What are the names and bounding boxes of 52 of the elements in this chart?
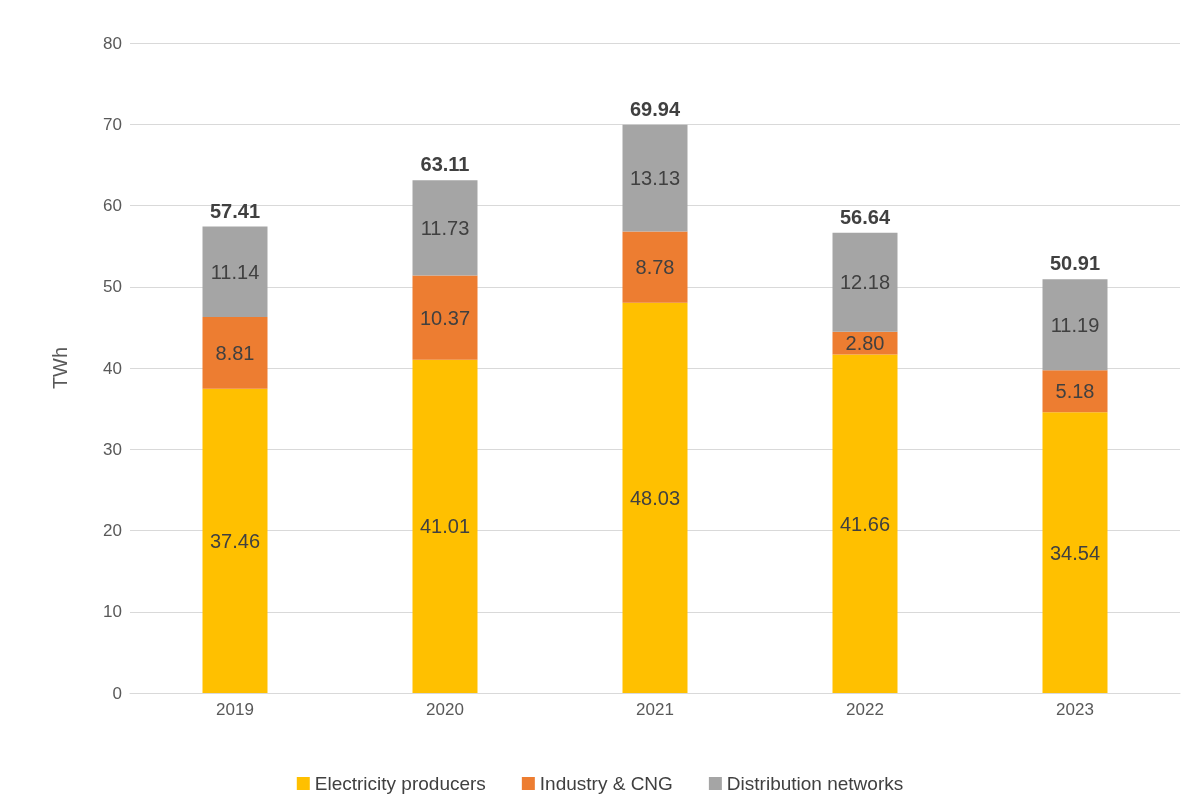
data-label: 10.37 — [419, 306, 471, 329]
y-tick-label: 50 — [103, 277, 122, 297]
bar — [412, 180, 478, 276]
y-tick-label: 80 — [103, 33, 122, 53]
data-label: 11.14 — [210, 260, 260, 283]
total-label: 69.94 — [629, 97, 681, 120]
y-axis-title: TWh — [49, 346, 71, 390]
y-tick-label: 40 — [103, 358, 122, 378]
data-label: 48.03 — [629, 486, 681, 509]
bar — [202, 226, 268, 318]
bar — [622, 302, 688, 693]
bar — [412, 275, 478, 360]
bar — [1042, 412, 1108, 693]
bar — [622, 231, 688, 303]
x-tick-label: 2020 — [426, 700, 464, 719]
data-label: 37.46 — [209, 529, 261, 552]
data-label: 8.78 — [635, 256, 675, 279]
bar — [622, 124, 688, 232]
x-tick-label: 2022 — [846, 700, 884, 719]
bar — [202, 388, 268, 693]
data-label: 11.19 — [1050, 313, 1100, 336]
x-tick-label: 2019 — [216, 700, 254, 719]
x-tick-label: 2023 — [1056, 700, 1094, 719]
data-label: 13.13 — [629, 167, 681, 190]
total-label: 63.11 — [420, 153, 470, 176]
bar — [202, 317, 268, 389]
bar — [1042, 370, 1108, 413]
legend-label: Electricity producers — [314, 773, 486, 794]
y-tick-label: 20 — [103, 521, 122, 540]
data-label: 11.73 — [420, 216, 470, 239]
data-label: 12.18 — [839, 271, 891, 294]
data-label: 41.66 — [839, 512, 891, 535]
data-label: 41.01 — [419, 515, 471, 538]
total-label: 57.41 — [209, 199, 261, 222]
data-label: 2.80 — [845, 332, 885, 355]
total-label: 50.91 — [1049, 252, 1101, 275]
total-label: 56.64 — [839, 205, 891, 228]
y-tick-label: 0 — [112, 683, 122, 703]
legend-label: Distribution networks — [726, 773, 904, 794]
y-tick-label: 70 — [103, 114, 122, 134]
y-tick-label: 10 — [103, 602, 122, 622]
bar — [1042, 279, 1108, 371]
data-label: 8.81 — [215, 341, 255, 364]
data-label: 34.54 — [1049, 541, 1101, 564]
bar — [832, 232, 898, 332]
x-tick-label: 2021 — [636, 700, 674, 719]
data-label: 5.18 — [1055, 380, 1095, 403]
bar — [412, 359, 478, 693]
y-tick-label: 30 — [103, 439, 122, 459]
legend-label: Industry & CNG — [539, 773, 673, 794]
y-tick-label: 60 — [103, 196, 122, 215]
bar — [832, 354, 898, 693]
